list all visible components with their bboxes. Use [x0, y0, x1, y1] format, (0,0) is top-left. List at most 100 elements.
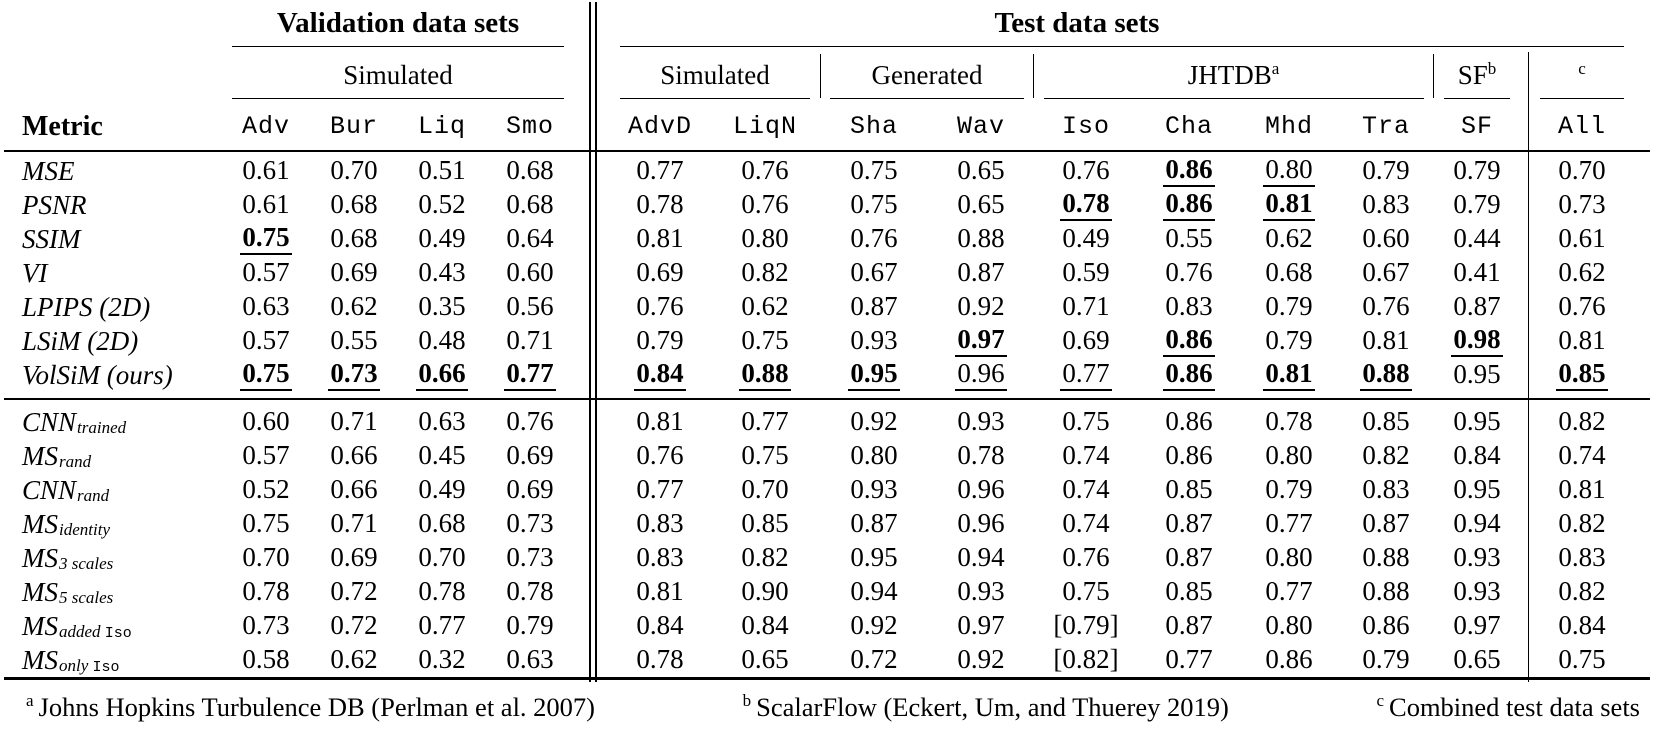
cell-ms-liqn: 0.84: [741, 610, 789, 641]
column-header-adv: Adv: [241, 112, 290, 141]
group-rule-test-simulated: [620, 98, 810, 99]
cell-cnn-bur: 0.66: [330, 474, 378, 505]
cell-ms-liq: 0.45: [418, 440, 466, 471]
cell-ms-wav: 0.78: [957, 440, 1005, 471]
cell-psnr-bur: 0.68: [330, 189, 378, 220]
footnote-a: a Johns Hopkins Turbulence DB (Perlman et…: [26, 690, 595, 724]
row-label-mse: MSE: [22, 155, 75, 186]
cell-ms-tra: 0.87: [1362, 508, 1410, 539]
cell-mse-tra: 0.79: [1362, 155, 1410, 186]
group-rule-validation-simulated: [232, 98, 564, 99]
cell-lsim-2d-cha: 0.86: [1138, 324, 1240, 358]
cell-volsim-ours-smo: 0.77: [486, 358, 574, 392]
cell-ms-smo: 0.73: [506, 542, 554, 573]
cell-ms-sf: 0.93: [1453, 576, 1501, 607]
cell-ms-tra: 0.82: [1362, 440, 1410, 471]
cell-ms-adv: 0.78: [242, 576, 290, 607]
cell-ms-advd: 0.76: [636, 440, 684, 471]
cell-ms-liqn: 0.75: [741, 440, 789, 471]
cell-ssim-smo: 0.64: [506, 223, 554, 254]
cell-ms-liq: 0.70: [418, 542, 466, 573]
cell-vi-cha: 0.76: [1165, 257, 1213, 288]
cell-ms-advd: 0.83: [636, 508, 684, 539]
cell-lsim-2d-sf: 0.98: [1434, 324, 1520, 358]
cell-cnn-cha: 0.85: [1165, 474, 1213, 505]
cell-lpips-2d-advd: 0.76: [636, 291, 684, 322]
group-combined: c: [1578, 59, 1586, 78]
cell-cnn-cha: 0.86: [1165, 406, 1213, 437]
cell-volsim-ours-tra: 0.88: [1338, 358, 1434, 392]
cell-lsim-2d-wav: 0.97: [928, 324, 1034, 358]
cell-psnr-adv: 0.61: [242, 189, 290, 220]
cell-ms-iso: [0.79]: [1053, 610, 1119, 641]
cell-cnn-tra: 0.83: [1362, 474, 1410, 505]
cell-psnr-tra: 0.83: [1362, 189, 1410, 220]
cell-ms-mhd: 0.80: [1265, 542, 1313, 573]
cell-vi-all: 0.62: [1558, 257, 1606, 288]
row-label-ms-only: MS only Iso: [22, 644, 120, 677]
cell-lsim-2d-mhd: 0.79: [1265, 325, 1313, 356]
cell-ms-liqn: 0.82: [741, 542, 789, 573]
row-label-psnr: PSNR: [22, 189, 87, 220]
cell-lsim-2d-smo: 0.71: [506, 325, 554, 356]
cell-ms-cha: 0.77: [1165, 644, 1213, 675]
cell-psnr-iso: 0.78: [1034, 188, 1138, 222]
cell-vi-adv: 0.57: [242, 257, 290, 288]
row-label-cnn-rand: CNN rand: [22, 474, 110, 506]
cell-ms-sha: 0.94: [850, 576, 898, 607]
cell-ms-smo: 0.78: [506, 576, 554, 607]
group-jhtdb: JHTDBa: [1034, 54, 1434, 98]
row-label-ms-5-scales: MS 5 scales: [22, 576, 114, 608]
cell-ssim-advd: 0.81: [636, 223, 684, 254]
column-header-liqn: LiqN: [732, 112, 797, 141]
cell-ms-sf: 0.84: [1453, 440, 1501, 471]
row-label-ms-identity: MS identity: [22, 508, 110, 540]
cell-cnn-advd: 0.81: [636, 406, 684, 437]
cell-ms-all: 0.74: [1558, 440, 1606, 471]
cell-ssim-liq: 0.49: [418, 223, 466, 254]
cell-lpips-2d-smo: 0.56: [506, 291, 554, 322]
cell-ms-tra: 0.88: [1362, 542, 1410, 573]
cell-volsim-ours-sha: 0.95: [820, 358, 928, 392]
cell-lpips-2d-liqn: 0.62: [741, 291, 789, 322]
validation-test-divider: [589, 2, 597, 682]
cell-cnn-advd: 0.77: [636, 474, 684, 505]
metric-header: Metric: [22, 111, 103, 142]
footnote-b-marker: b: [742, 691, 752, 711]
cell-ms-bur: 0.69: [330, 542, 378, 573]
cell-mse-bur: 0.70: [330, 155, 378, 186]
cell-mse-iso: 0.76: [1062, 155, 1110, 186]
cell-ms-mhd: 0.77: [1265, 508, 1313, 539]
cell-lpips-2d-sf: 0.87: [1453, 291, 1501, 322]
cell-vi-advd: 0.69: [636, 257, 684, 288]
cell-ms-cha: 0.85: [1165, 576, 1213, 607]
cell-cnn-adv: 0.52: [242, 474, 290, 505]
cell-volsim-ours-iso: 0.77: [1034, 358, 1138, 392]
cell-ms-mhd: 0.80: [1265, 610, 1313, 641]
cell-ssim-cha: 0.55: [1165, 223, 1213, 254]
cell-ms-adv: 0.73: [242, 610, 290, 641]
cell-mse-liq: 0.51: [418, 155, 466, 186]
cell-lsim-2d-all: 0.81: [1558, 325, 1606, 356]
cell-mse-advd: 0.77: [636, 155, 684, 186]
cell-ms-mhd: 0.80: [1265, 440, 1313, 471]
cell-ssim-wav: 0.88: [957, 223, 1005, 254]
cell-ms-cha: 0.87: [1165, 508, 1213, 539]
cell-psnr-smo: 0.68: [506, 189, 554, 220]
cell-vi-sf: 0.41: [1453, 257, 1501, 288]
cell-ssim-mhd: 0.62: [1265, 223, 1313, 254]
cell-ms-bur: 0.66: [330, 440, 378, 471]
cell-ms-adv: 0.58: [242, 644, 290, 675]
cell-ms-sha: 0.87: [850, 508, 898, 539]
cell-lpips-2d-wav: 0.92: [957, 291, 1005, 322]
cell-mse-sf: 0.79: [1453, 155, 1501, 186]
cell-ssim-sha: 0.76: [850, 223, 898, 254]
cell-ssim-adv: 0.75: [222, 222, 310, 256]
footnote-c-text: Combined test data sets: [1389, 692, 1640, 722]
group-rule-combined: [1540, 98, 1624, 99]
cell-ms-all: 0.82: [1558, 508, 1606, 539]
cell-psnr-liq: 0.52: [418, 189, 466, 220]
cell-cnn-all: 0.81: [1558, 474, 1606, 505]
cell-psnr-all: 0.73: [1558, 189, 1606, 220]
cell-mse-sha: 0.75: [850, 155, 898, 186]
